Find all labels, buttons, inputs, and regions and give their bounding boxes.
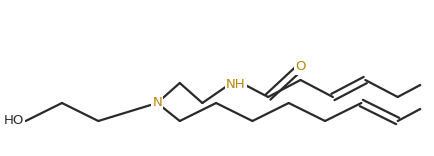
Text: NH: NH xyxy=(225,78,245,90)
Text: HO: HO xyxy=(3,115,23,127)
Text: N: N xyxy=(152,97,162,110)
Text: O: O xyxy=(295,61,305,73)
